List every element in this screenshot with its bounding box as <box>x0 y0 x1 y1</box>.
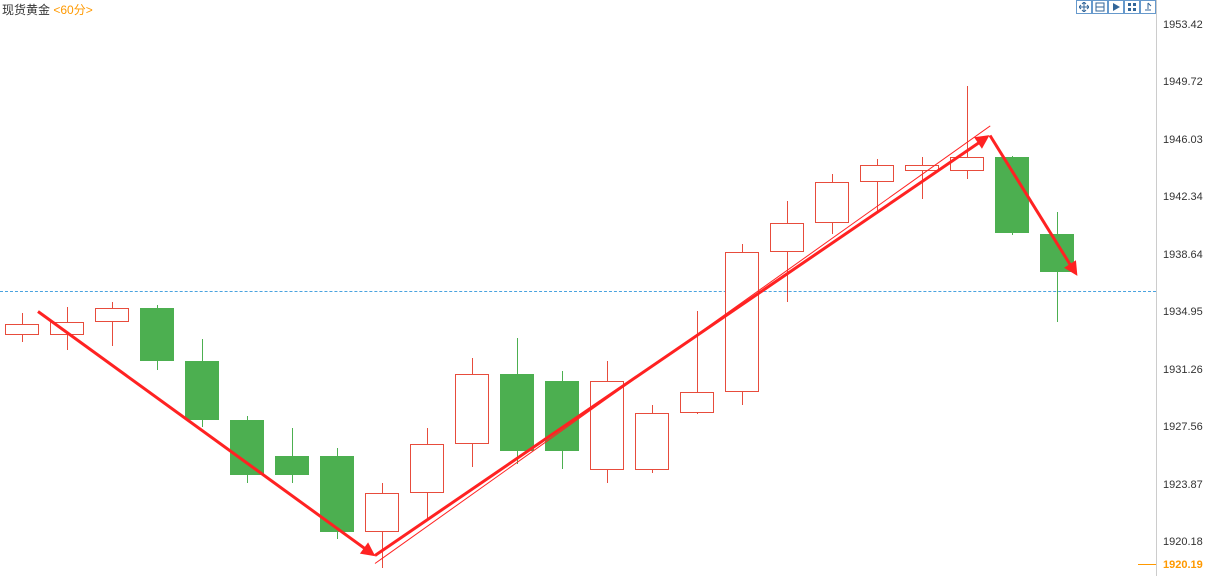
candle <box>1040 0 1074 576</box>
candle <box>410 0 444 576</box>
candle-body <box>140 308 174 361</box>
candle <box>50 0 84 576</box>
candle-body <box>770 223 804 253</box>
candle-body <box>455 374 489 444</box>
price-tick-label: 1931.26 <box>1163 364 1203 376</box>
price-tick-label: 1923.87 <box>1163 479 1203 491</box>
candle <box>365 0 399 576</box>
price-tick-label: 1920.18 <box>1163 536 1203 548</box>
candle-body <box>185 361 219 420</box>
candle-body <box>725 252 759 392</box>
candle <box>680 0 714 576</box>
candle <box>815 0 849 576</box>
candle <box>860 0 894 576</box>
candle <box>140 0 174 576</box>
chart-plot-area[interactable] <box>0 0 1156 576</box>
candle-body <box>635 413 669 471</box>
price-tick-label: 1942.34 <box>1163 191 1203 203</box>
current-price-label: 1920.19 <box>1163 559 1203 571</box>
candle-body <box>95 308 129 322</box>
candle-body <box>680 392 714 412</box>
candle-body <box>365 493 399 532</box>
candle <box>590 0 624 576</box>
price-tick-label: 1949.72 <box>1163 76 1203 88</box>
price-tick-label: 1934.95 <box>1163 306 1203 318</box>
candle <box>770 0 804 576</box>
price-tick-label: 1927.56 <box>1163 421 1203 433</box>
candle <box>905 0 939 576</box>
candle <box>995 0 1029 576</box>
price-tick-label: 1946.03 <box>1163 134 1203 146</box>
candle <box>725 0 759 576</box>
price-axis: 1953.42 1949.72 1946.03 1942.34 1938.64 1934.… <box>1156 0 1221 576</box>
candle-body <box>500 374 534 452</box>
candle <box>320 0 354 576</box>
candle-body <box>275 456 309 475</box>
candle <box>5 0 39 576</box>
candle-body <box>815 182 849 222</box>
candle-body <box>410 444 444 494</box>
candle <box>95 0 129 576</box>
candle <box>230 0 264 576</box>
price-tick-label: 1953.42 <box>1163 19 1203 31</box>
candle <box>635 0 669 576</box>
candle <box>950 0 984 576</box>
current-price-tick <box>1138 564 1156 565</box>
candle-body <box>5 324 39 335</box>
price-tick-label: 1938.64 <box>1163 249 1203 261</box>
candle-body <box>860 165 894 182</box>
candle <box>545 0 579 576</box>
candle-body <box>230 420 264 474</box>
candle <box>500 0 534 576</box>
candle <box>185 0 219 576</box>
